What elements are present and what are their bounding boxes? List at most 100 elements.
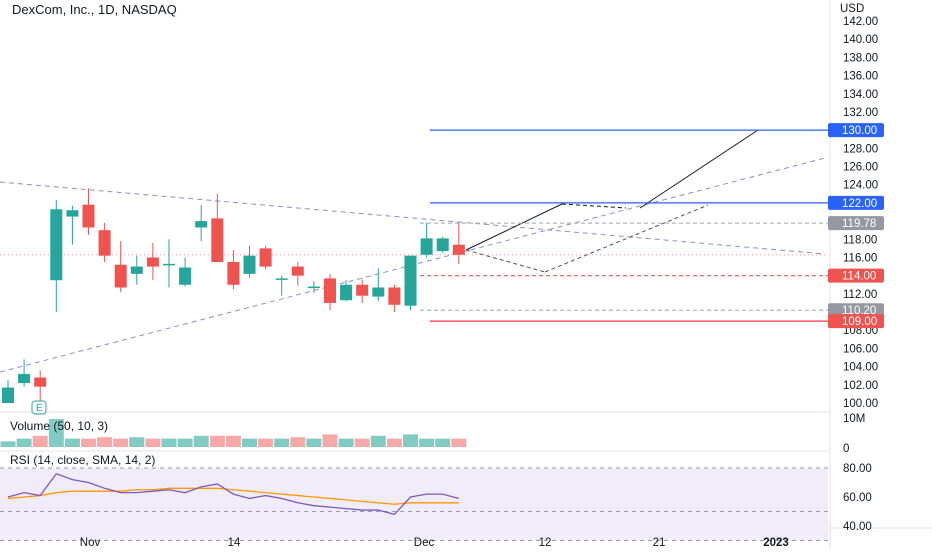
candle-body: [66, 210, 79, 217]
candle-body: [291, 266, 304, 276]
volume-bar: [193, 435, 209, 447]
candle-body: [195, 221, 208, 228]
volume-bar: [161, 438, 177, 447]
volume-axis-top: 10M: [843, 413, 865, 425]
projection-arrow-target: [639, 129, 759, 209]
candle-body: [452, 244, 465, 255]
volume-indicator-label[interactable]: Volume (50, 10, 3): [10, 419, 108, 433]
candle-body: [259, 248, 272, 267]
volume-bar: [370, 435, 386, 447]
currency-label: USD: [840, 3, 864, 15]
candle-body: [114, 264, 127, 288]
symbol-title: DexCom, Inc., 1D, NASDAQ: [12, 2, 177, 17]
earnings-badge-letter: E: [36, 403, 43, 414]
time-tick-label: 21: [653, 537, 666, 549]
volume-bar: [0, 441, 16, 447]
price-tick-label: 126.00: [843, 162, 878, 174]
price-label-badge: [828, 123, 884, 138]
candle-body: [163, 263, 175, 266]
projection-arrow-rebound: [544, 204, 709, 273]
time-tick-label: 2023: [763, 537, 789, 549]
price-tick-label: 116.00: [843, 252, 877, 264]
price-label-text: 130.00: [842, 125, 877, 137]
price-axis: 142.00 140.00 138.00 136.00 134.00 132.00 130.…: [828, 16, 884, 410]
candle-body: [50, 209, 63, 281]
volume-bar: [338, 438, 354, 447]
projection-arrow-down: [465, 249, 546, 273]
price-label-text: 122.00: [842, 198, 877, 210]
volume-bar: [16, 438, 32, 447]
volume-bar: [354, 438, 370, 447]
price-tick-label: 132.00: [843, 107, 878, 119]
volume-bar: [451, 438, 467, 447]
price-label-badge: [828, 314, 884, 329]
candle-body: [436, 238, 449, 252]
projection-arrow-flat: [561, 203, 627, 209]
volume-bar: [209, 435, 225, 447]
volume-bar: [306, 438, 322, 447]
volume-bar: [403, 434, 418, 447]
time-tick-label: Nov: [80, 537, 101, 549]
volume-bar: [113, 438, 129, 447]
price-tick-label: 124.00: [843, 180, 878, 192]
rsi-line: [7, 473, 459, 516]
candle-body: [324, 278, 336, 303]
volume-bar: [419, 438, 435, 447]
candle-body: [307, 286, 320, 289]
candle-body: [275, 278, 288, 280]
rsi-tick-label: 80.00: [843, 463, 872, 475]
candle-body: [243, 255, 256, 274]
price-tick-label: 102.00: [843, 380, 878, 392]
price-label-badge: [828, 216, 884, 231]
drawings-layer: [0, 129, 826, 373]
horizontal-levels: [0, 129, 828, 322]
volume-bar: [129, 437, 145, 447]
volume-bar: [225, 435, 241, 447]
price-tick-label: 138.00: [843, 52, 878, 64]
candle-body: [404, 255, 417, 306]
price-tick-label: 118.00: [843, 234, 877, 246]
price-tick-label: 108.00: [843, 325, 878, 337]
candle-body: [388, 287, 401, 305]
volume-bar: [290, 437, 306, 447]
price-label-badge: [828, 303, 884, 318]
price-tick-label: 136.00: [843, 71, 878, 83]
volume-bar: [242, 438, 257, 447]
price-label-badge: [828, 268, 884, 283]
price-tick-label: 140.00: [843, 34, 878, 46]
time-tick-label: 14: [228, 537, 241, 549]
candle-body: [420, 238, 433, 255]
volume-bar: [48, 419, 64, 447]
volume-bar: [386, 438, 402, 447]
volume-bar: [64, 438, 80, 447]
rsi-pane: 80.00 60.00 40.00: [0, 463, 872, 541]
candle-body: [372, 287, 385, 297]
price-label-text: 114.00: [842, 271, 876, 283]
price-label-text: 119.78: [842, 218, 876, 230]
price-tick-label: 100.00: [843, 398, 878, 410]
volume-bar: [258, 438, 274, 447]
volume-bar: [97, 437, 113, 447]
price-label-badge: [828, 195, 884, 210]
price-label-text: 109.00: [842, 316, 877, 328]
candle-body: [2, 387, 14, 403]
candle-body: [18, 373, 31, 383]
candle-body: [227, 262, 240, 285]
price-tick-label: 106.00: [843, 343, 878, 355]
price-tick-label: 112.00: [843, 289, 877, 301]
earnings-badge: [31, 400, 47, 415]
candle-body: [340, 284, 353, 301]
volume-bar: [32, 435, 48, 447]
volume-layer: [0, 419, 467, 447]
candles-layer: E: [2, 188, 465, 415]
candle-body: [82, 204, 95, 228]
projection-arrow-up: [465, 203, 563, 251]
time-axis: Nov 14 Dec 12 21 2023: [80, 537, 789, 549]
price-tick-label: 104.00: [843, 362, 878, 374]
candle-body: [98, 230, 111, 256]
rsi-band: [0, 468, 828, 541]
volume-bar: [322, 434, 338, 447]
rsi-indicator-label[interactable]: RSI (14, close, SMA, 14, 2): [10, 453, 155, 467]
